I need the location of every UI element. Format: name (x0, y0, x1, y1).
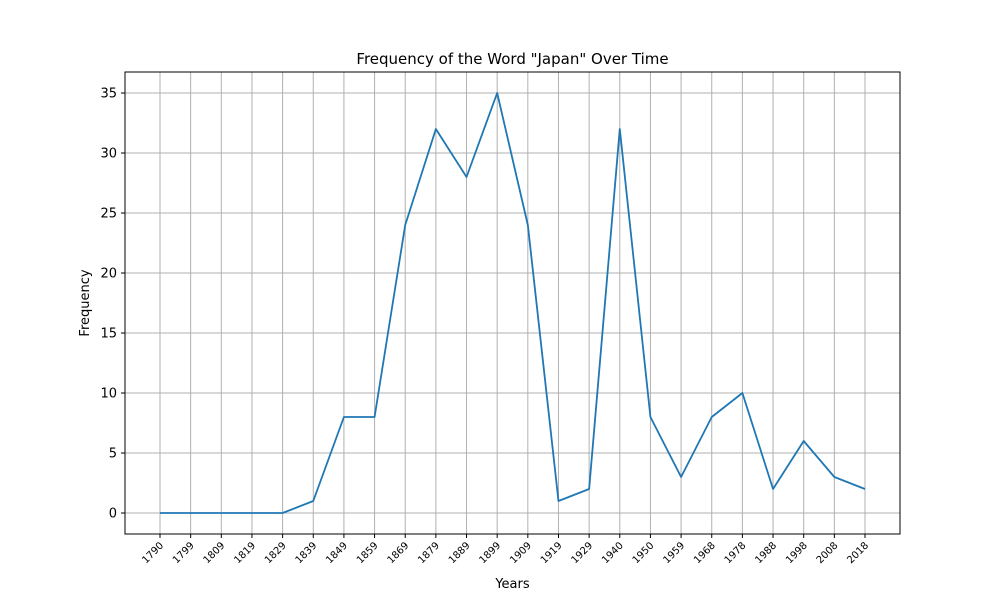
y-tick-label: 30 (100, 147, 117, 162)
data-point (495, 91, 499, 95)
data-point (250, 511, 254, 515)
data-point (802, 439, 806, 443)
data-point (189, 511, 193, 515)
data-point (556, 499, 560, 503)
series-line (160, 92, 866, 514)
data-point (373, 415, 377, 419)
data-point (771, 487, 775, 491)
data-point (648, 415, 652, 419)
data-point (465, 175, 469, 179)
y-axis-label: Frequency (78, 269, 93, 336)
y-tick-label: 20 (100, 267, 117, 282)
data-point (863, 487, 867, 491)
data-point (281, 511, 285, 515)
plot-frame (124, 71, 901, 535)
y-axis: 0 5 10 15 20 25 30 35 (100, 87, 125, 522)
grid (125, 72, 900, 534)
data-point (526, 223, 530, 227)
y-tick-label: 25 (100, 207, 117, 222)
data-point (618, 127, 622, 131)
data-point (342, 415, 346, 419)
data-point (587, 487, 591, 491)
y-tick-label: 5 (109, 447, 117, 462)
x-axis-label: Years (494, 577, 530, 592)
data-point (710, 415, 714, 419)
y-tick-label: 0 (109, 507, 117, 522)
chart-title: Frequency of the Word "Japan" Over Time (356, 50, 668, 68)
data-point (311, 499, 315, 503)
series-layer (158, 91, 867, 515)
data-point (679, 475, 683, 479)
y-tick-label: 15 (100, 327, 117, 342)
y-tick-label: 35 (100, 87, 117, 102)
data-point (403, 223, 407, 227)
data-point (158, 511, 162, 515)
data-point (832, 475, 836, 479)
y-tick-label: 10 (100, 387, 117, 402)
data-point (219, 511, 223, 515)
data-point (740, 391, 744, 395)
data-point (434, 127, 438, 131)
